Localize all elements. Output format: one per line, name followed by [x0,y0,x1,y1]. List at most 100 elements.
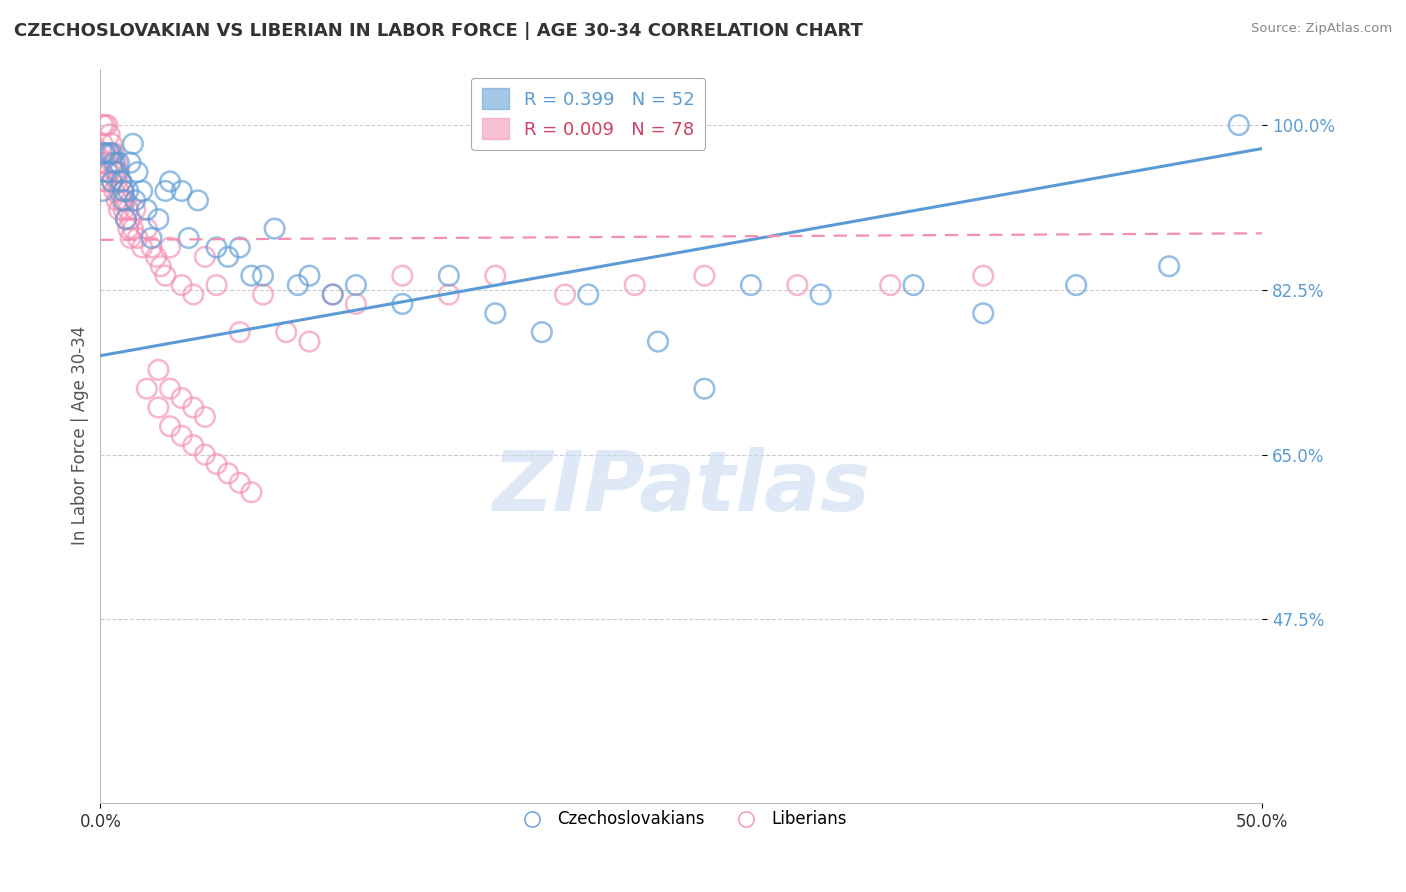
Text: CZECHOSLOVAKIAN VS LIBERIAN IN LABOR FORCE | AGE 30-34 CORRELATION CHART: CZECHOSLOVAKIAN VS LIBERIAN IN LABOR FOR… [14,22,863,40]
Point [205,240,228,254]
Point [98,146,121,161]
Point [344,297,367,311]
Point [155,184,177,198]
Point [229,240,252,254]
Point [112,184,135,198]
Point [810,287,832,301]
Point [693,268,716,283]
Point [194,409,217,424]
Point [1064,278,1087,293]
Point [110,174,132,188]
Point [115,212,138,227]
Point [110,194,132,208]
Point [112,202,135,217]
Point [127,165,149,179]
Point [181,287,204,301]
Point [240,485,263,500]
Point [105,165,128,179]
Point [170,391,193,405]
Point [103,155,125,169]
Point [298,334,321,349]
Text: Source: ZipAtlas.com: Source: ZipAtlas.com [1251,22,1392,36]
Point [120,231,142,245]
Point [94,146,117,161]
Point [103,146,125,161]
Point [94,118,117,132]
Point [252,287,274,301]
Point [437,287,460,301]
Point [91,146,114,161]
Point [110,174,132,188]
Point [101,174,124,188]
Point [91,136,114,151]
Point [135,221,157,235]
Point [98,128,121,142]
Point [108,165,131,179]
Point [693,382,716,396]
Point [229,475,252,490]
Point [229,325,252,339]
Point [484,306,506,320]
Point [240,268,263,283]
Point [740,278,762,293]
Point [105,194,128,208]
Point [101,136,124,151]
Point [159,382,181,396]
Point [1159,259,1181,273]
Point [170,278,193,293]
Point [115,194,138,208]
Point [108,202,131,217]
Point [141,231,163,245]
Point [101,155,124,169]
Point [122,136,145,151]
Point [155,268,177,283]
Legend: Czechoslovakians, Liberians: Czechoslovakians, Liberians [509,804,853,835]
Point [554,287,576,301]
Point [170,184,193,198]
Point [145,250,167,264]
Point [205,457,228,471]
Point [131,240,153,254]
Point [112,194,135,208]
Point [205,278,228,293]
Point [96,165,118,179]
Point [148,401,170,415]
Point [647,334,669,349]
Point [96,146,118,161]
Point [98,146,121,161]
Point [344,278,367,293]
Point [1227,118,1250,132]
Point [131,184,153,198]
Point [903,278,925,293]
Point [148,212,170,227]
Point [322,287,344,301]
Point [217,250,239,264]
Point [170,428,193,442]
Point [181,438,204,452]
Point [105,155,128,169]
Point [437,268,460,283]
Point [108,184,131,198]
Point [91,118,114,132]
Point [623,278,645,293]
Point [391,297,413,311]
Point [187,194,209,208]
Point [391,268,413,283]
Point [287,278,309,293]
Point [484,268,506,283]
Y-axis label: In Labor Force | Age 30-34: In Labor Force | Age 30-34 [72,326,89,545]
Point [135,202,157,217]
Point [120,212,142,227]
Point [149,259,172,273]
Point [177,231,200,245]
Point [101,174,124,188]
Point [159,240,181,254]
Point [103,184,125,198]
Point [298,268,321,283]
Point [94,174,117,188]
Point [576,287,599,301]
Point [105,174,128,188]
Point [276,325,298,339]
Point [108,155,131,169]
Point [112,184,135,198]
